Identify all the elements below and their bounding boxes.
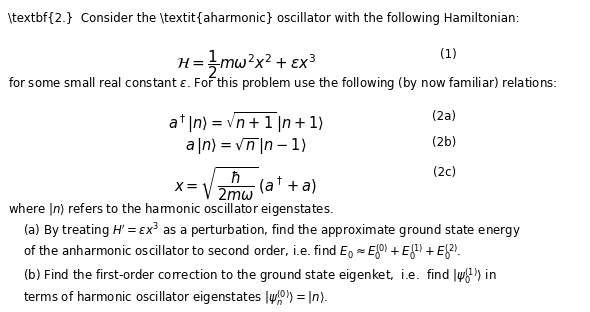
Text: $\mathcal{H} = \dfrac{1}{2}m\omega^2 x^2 + \epsilon x^3$: $\mathcal{H} = \dfrac{1}{2}m\omega^2 x^2… [176, 48, 316, 81]
Text: (a) By treating $H' = \epsilon x^3$ as a perturbation, find the approximate grou: (a) By treating $H' = \epsilon x^3$ as a… [24, 222, 521, 241]
Text: $a^\dagger |n\rangle = \sqrt{n+1}\,|n+1\rangle$: $a^\dagger |n\rangle = \sqrt{n+1}\,|n+1\… [168, 110, 324, 135]
Text: \textbf{2.}  Consider the \textit{aharmonic} oscillator with the following Hamil: \textbf{2.} Consider the \textit{aharmon… [8, 12, 519, 25]
Text: $x = \sqrt{\dfrac{\hbar}{2m\omega}}\,(a^\dagger + a)$: $x = \sqrt{\dfrac{\hbar}{2m\omega}}\,(a^… [175, 166, 317, 203]
Text: where $|n\rangle$ refers to the harmonic oscillator eigenstates.: where $|n\rangle$ refers to the harmonic… [8, 201, 333, 217]
Text: terms of harmonic oscillator eigenstates $|\psi_n^{(0)}\rangle = |n\rangle$.: terms of harmonic oscillator eigenstates… [24, 288, 329, 308]
Text: for some small real constant $\epsilon$. For this problem use the following (by : for some small real constant $\epsilon$.… [8, 75, 557, 92]
Text: (2c): (2c) [433, 166, 456, 179]
Text: $a\,|n\rangle = \sqrt{n}\,|n-1\rangle$: $a\,|n\rangle = \sqrt{n}\,|n-1\rangle$ [185, 136, 307, 157]
Text: (b) Find the first-order correction to the ground state eigenket,  i.e.  find $|: (b) Find the first-order correction to t… [24, 267, 497, 286]
Text: (2a): (2a) [432, 110, 456, 123]
Text: (1): (1) [440, 48, 456, 61]
Text: (2b): (2b) [432, 136, 456, 149]
Text: of the anharmonic oscillator to second order, i.e. find $E_0 \approx E_0^{(0)} +: of the anharmonic oscillator to second o… [24, 243, 462, 262]
